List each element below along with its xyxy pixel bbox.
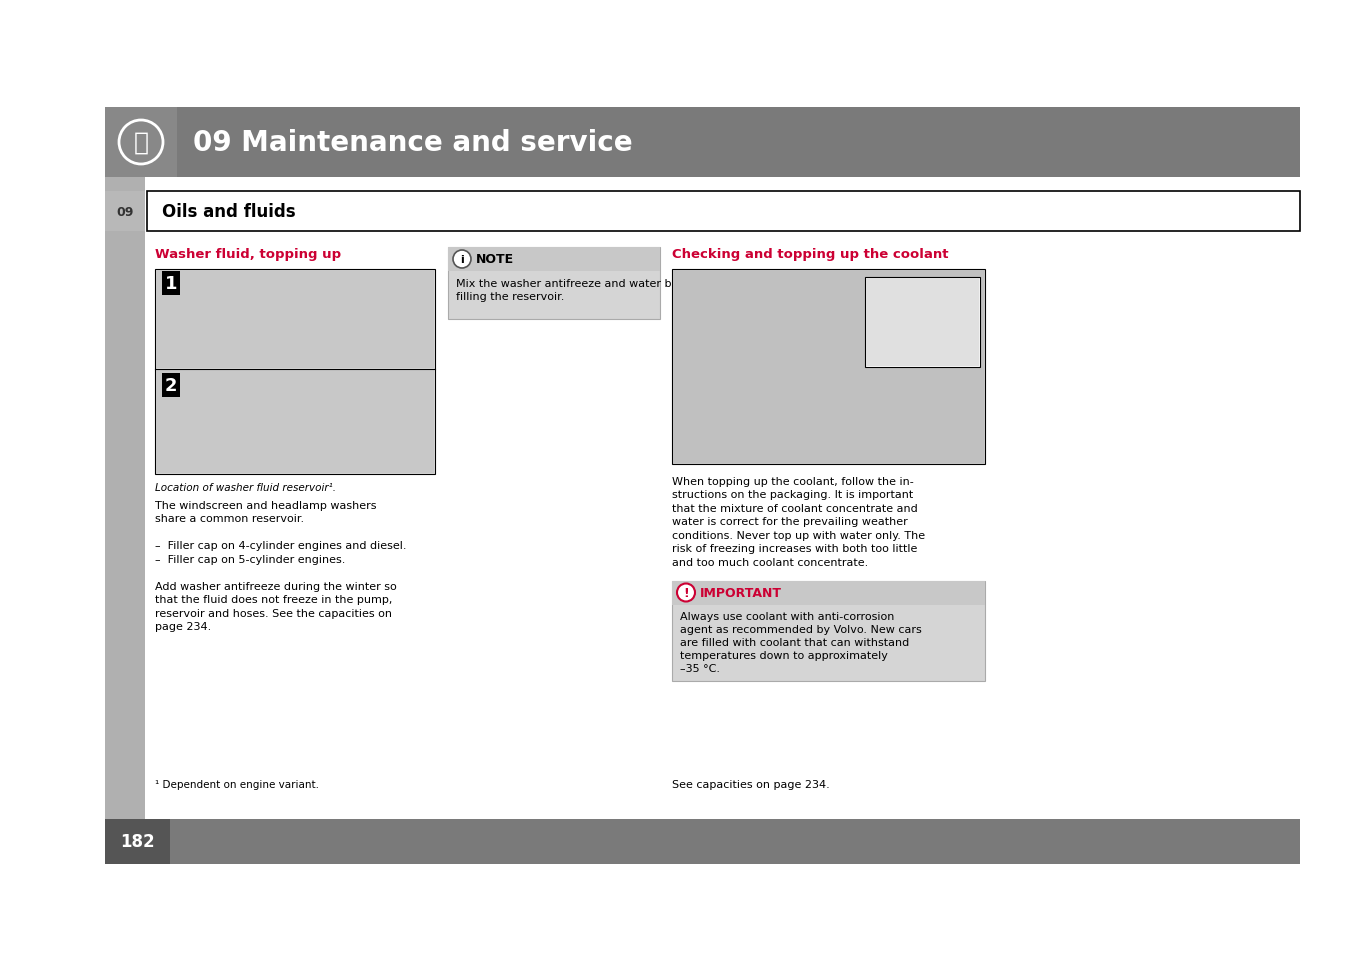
Bar bbox=[105, 178, 145, 820]
Text: structions on the packaging. It is important: structions on the packaging. It is impor… bbox=[671, 490, 913, 500]
Bar bbox=[155, 371, 434, 474]
Circle shape bbox=[677, 584, 694, 602]
Text: Checking and topping up the coolant: Checking and topping up the coolant bbox=[671, 248, 948, 261]
Bar bbox=[105, 108, 177, 178]
Bar bbox=[155, 271, 434, 369]
Bar bbox=[671, 270, 985, 464]
Text: Add washer antifreeze during the winter so: Add washer antifreeze during the winter … bbox=[155, 581, 397, 592]
Bar bbox=[105, 820, 170, 864]
Bar bbox=[449, 248, 661, 272]
Text: water is correct for the prevailing weather: water is correct for the prevailing weat… bbox=[671, 517, 908, 527]
Text: ¹ Dependent on engine variant.: ¹ Dependent on engine variant. bbox=[155, 780, 319, 789]
Text: IMPORTANT: IMPORTANT bbox=[700, 586, 782, 599]
Text: –  Filler cap on 5-cylinder engines.: – Filler cap on 5-cylinder engines. bbox=[155, 555, 346, 564]
Text: risk of freezing increases with both too little: risk of freezing increases with both too… bbox=[671, 544, 917, 554]
Bar bbox=[671, 581, 985, 680]
Bar bbox=[865, 277, 979, 368]
Text: When topping up the coolant, follow the in-: When topping up the coolant, follow the … bbox=[671, 476, 913, 486]
Text: Mix the washer antifreeze and water before: Mix the washer antifreeze and water befo… bbox=[457, 278, 700, 289]
Text: agent as recommended by Volvo. New cars: agent as recommended by Volvo. New cars bbox=[680, 625, 921, 635]
Circle shape bbox=[453, 251, 471, 269]
Bar bbox=[105, 108, 1300, 178]
Text: 1: 1 bbox=[165, 274, 177, 293]
Text: 🔧: 🔧 bbox=[134, 131, 149, 154]
Bar bbox=[449, 248, 661, 319]
Bar bbox=[105, 192, 145, 232]
Text: See capacities on page 234.: See capacities on page 234. bbox=[671, 780, 830, 789]
Text: that the fluid does not freeze in the pump,: that the fluid does not freeze in the pu… bbox=[155, 595, 392, 605]
Text: reservoir and hoses. See the capacities on: reservoir and hoses. See the capacities … bbox=[155, 608, 392, 618]
Text: and too much coolant concentrate.: and too much coolant concentrate. bbox=[671, 558, 869, 567]
Text: –35 °C.: –35 °C. bbox=[680, 664, 720, 674]
Text: conditions. Never top up with water only. The: conditions. Never top up with water only… bbox=[671, 531, 925, 540]
Text: i: i bbox=[461, 254, 463, 265]
Text: –  Filler cap on 4-cylinder engines and diesel.: – Filler cap on 4-cylinder engines and d… bbox=[155, 541, 407, 551]
Text: that the mixture of coolant concentrate and: that the mixture of coolant concentrate … bbox=[671, 503, 917, 514]
Text: Always use coolant with anti-corrosion: Always use coolant with anti-corrosion bbox=[680, 612, 894, 622]
Text: share a common reservoir.: share a common reservoir. bbox=[155, 514, 304, 524]
Text: Oils and fluids: Oils and fluids bbox=[162, 203, 296, 221]
Bar bbox=[866, 278, 979, 367]
Bar bbox=[147, 192, 1300, 232]
Bar bbox=[671, 581, 985, 605]
Bar bbox=[155, 270, 435, 475]
Text: 09 Maintenance and service: 09 Maintenance and service bbox=[193, 129, 632, 157]
Text: 182: 182 bbox=[120, 833, 155, 851]
Text: Location of washer fluid reservoir¹.: Location of washer fluid reservoir¹. bbox=[155, 482, 336, 493]
Text: 09: 09 bbox=[116, 205, 134, 218]
Text: The windscreen and headlamp washers: The windscreen and headlamp washers bbox=[155, 500, 377, 511]
Text: filling the reservoir.: filling the reservoir. bbox=[457, 292, 565, 302]
Text: page 234.: page 234. bbox=[155, 622, 211, 632]
Bar bbox=[673, 271, 984, 463]
Text: !: ! bbox=[684, 586, 689, 599]
Text: Washer fluid, topping up: Washer fluid, topping up bbox=[155, 248, 340, 261]
Text: are filled with coolant that can withstand: are filled with coolant that can withsta… bbox=[680, 638, 909, 648]
Text: NOTE: NOTE bbox=[476, 253, 515, 266]
Bar bbox=[105, 820, 1300, 864]
Text: temperatures down to approximately: temperatures down to approximately bbox=[680, 651, 888, 660]
Text: 2: 2 bbox=[165, 376, 177, 395]
